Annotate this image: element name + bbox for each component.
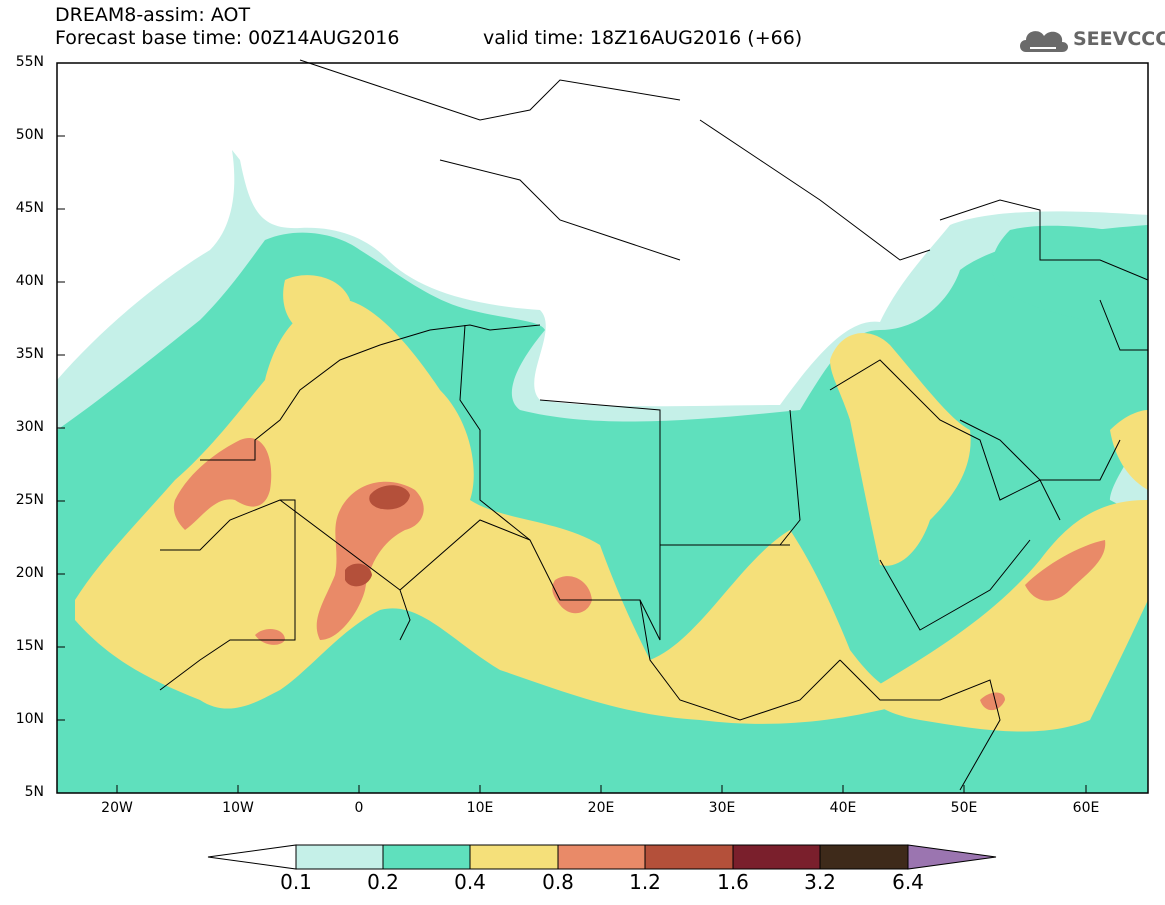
aot-level-0.4-iberia <box>283 275 350 330</box>
base-time: Forecast base time: 00Z14AUG2016 <box>55 27 400 49</box>
colorbar-under <box>207 844 297 870</box>
colorbar <box>207 844 997 870</box>
colorbar-bin-3 <box>469 844 559 870</box>
valid-time: valid time: 18Z16AUG2016 (+66) <box>483 27 803 49</box>
lat-label: 10N <box>15 711 44 727</box>
aot-level-0.8-mauritania <box>173 438 272 530</box>
aot-level-0.8-somalia <box>980 692 1005 711</box>
aot-level-1.2-core2 <box>345 563 372 587</box>
lon-label: 60E <box>1072 800 1100 816</box>
lon-label: 30E <box>708 800 736 816</box>
lon-label: 0 <box>354 800 364 816</box>
aot-level-0.8-mali <box>255 628 285 645</box>
lat-label: 20N <box>15 565 44 581</box>
colorbar-tick-label: 1.6 <box>717 870 749 894</box>
aot-level-0.2-caspian <box>991 225 1148 340</box>
colorbar-bin-7 <box>819 844 909 870</box>
lat-label: 50N <box>15 127 44 143</box>
lon-label: 20W <box>101 800 133 816</box>
logo-text: SEEVCCC <box>1073 28 1165 50</box>
lat-label: 25N <box>15 492 44 508</box>
coastlines <box>159 59 1149 791</box>
lon-label: 20E <box>587 800 615 816</box>
colorbar-bin-6 <box>732 844 821 870</box>
aot-level-1.2-core1 <box>369 485 410 510</box>
lat-label: 45N <box>15 200 44 216</box>
colorbar-tick-label: 0.4 <box>454 870 486 894</box>
lat-label: 35N <box>15 346 44 362</box>
lat-ticks <box>57 62 65 721</box>
chart-title: DREAM8-assim: AOT <box>55 4 251 26</box>
colorbar-tick-label: 0.2 <box>367 870 399 894</box>
cloud-icon <box>1020 31 1068 52</box>
colorbar-bin-1 <box>295 844 384 870</box>
aot-level-0.8-algeria <box>316 481 424 640</box>
lat-label: 15N <box>15 638 44 654</box>
lon-label: 40E <box>829 800 857 816</box>
aot-field <box>57 150 1148 793</box>
lat-label: 55N <box>15 54 44 70</box>
colorbar-bin-2 <box>382 844 471 870</box>
seevccc-logo: SEEVCCC <box>1016 22 1165 58</box>
lat-label: 40N <box>15 273 44 289</box>
colorbar-tick-label: 0.1 <box>280 870 312 894</box>
colorbar-bin-5 <box>644 844 734 870</box>
lat-label: 5N <box>24 784 44 800</box>
lon-label: 10W <box>222 800 254 816</box>
colorbar-tick-label: 1.2 <box>629 870 661 894</box>
colorbar-tick-label: 6.4 <box>892 870 924 894</box>
colorbar-over <box>907 844 997 870</box>
colorbar-tick-label: 0.8 <box>542 870 574 894</box>
aot-level-0.8-chad <box>552 576 592 614</box>
aot-level-0.4-arabia <box>830 333 971 566</box>
colorbar-tick-label: 3.2 <box>804 870 836 894</box>
lon-label: 50E <box>950 800 978 816</box>
aot-level-0.8-oman <box>1025 540 1106 601</box>
lon-label: 10E <box>466 800 494 816</box>
colorbar-bin-4 <box>557 844 646 870</box>
aot-level-0.4-west <box>75 299 920 724</box>
lat-label: 30N <box>15 419 44 435</box>
aot-level-0.4-iran <box>1110 410 1148 490</box>
lon-ticks <box>116 785 1087 793</box>
